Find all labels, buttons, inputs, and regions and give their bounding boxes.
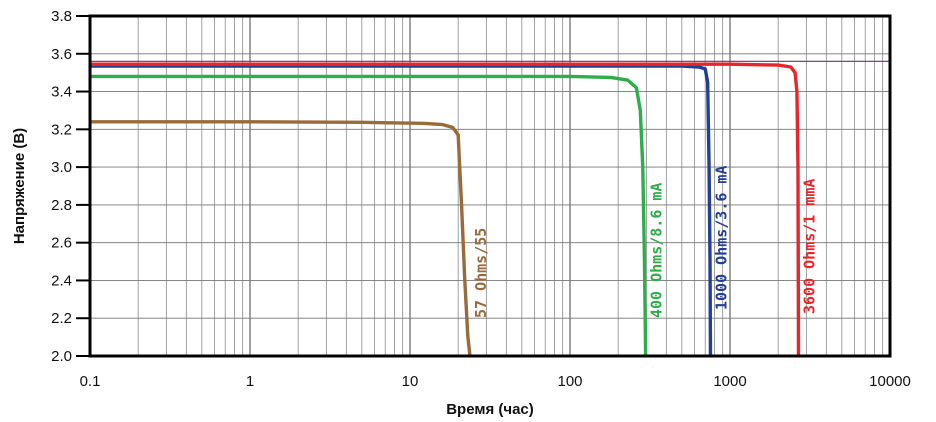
x-tick-label: 10: [402, 373, 419, 390]
y-tick-label: 3.8: [51, 8, 72, 25]
y-tick-label: 3.6: [51, 46, 72, 63]
x-tick-label: 1000: [713, 373, 746, 390]
series-label-4: 3600 Ohms/1 mmA: [801, 179, 819, 314]
y-axis-title: Напряжение (В): [11, 128, 28, 244]
x-tick-label: 10000: [869, 373, 911, 390]
series-label-layer: 57 Ohms/55 400 Ohms/8.6 mA 1000 Ohms/3.6 m…: [472, 166, 819, 319]
y-tick-label: 3.2: [51, 121, 72, 138]
plot-frame: [88, 14, 892, 358]
y-tick-label: 2.4: [51, 272, 72, 289]
series-line-4: [90, 62, 801, 357]
series-line-1: [90, 120, 472, 357]
y-tick-label: 3.0: [51, 159, 72, 176]
x-axis-title: Время (час): [446, 401, 534, 418]
series-line-2: [90, 74, 648, 357]
y-tick-label: 2.2: [51, 310, 72, 327]
series-label-2: 400 Ohms/8.6 mA: [648, 183, 666, 318]
x-tick-label: 100: [557, 373, 582, 390]
y-tick-label: 3.4: [51, 84, 72, 101]
y-tick-label: 2.8: [51, 197, 72, 214]
y-tick-label: 2.0: [51, 348, 72, 365]
series-layer: [90, 62, 801, 357]
y-tick-label: 2.6: [51, 235, 72, 252]
x-tick-label: 1: [246, 373, 254, 390]
tick-labels: 0.1 1 10 100 1000 10000 2.0 2.2 2.4 2.6 2.8 3.0 3.2 3…: [51, 8, 911, 390]
series-line-3: [90, 64, 713, 357]
series-label-1: 57 Ohms/55: [472, 228, 490, 318]
x-tick-label: 0.1: [80, 373, 101, 390]
series-label-3: 1000 Ohms/3.6 mA: [712, 166, 730, 311]
